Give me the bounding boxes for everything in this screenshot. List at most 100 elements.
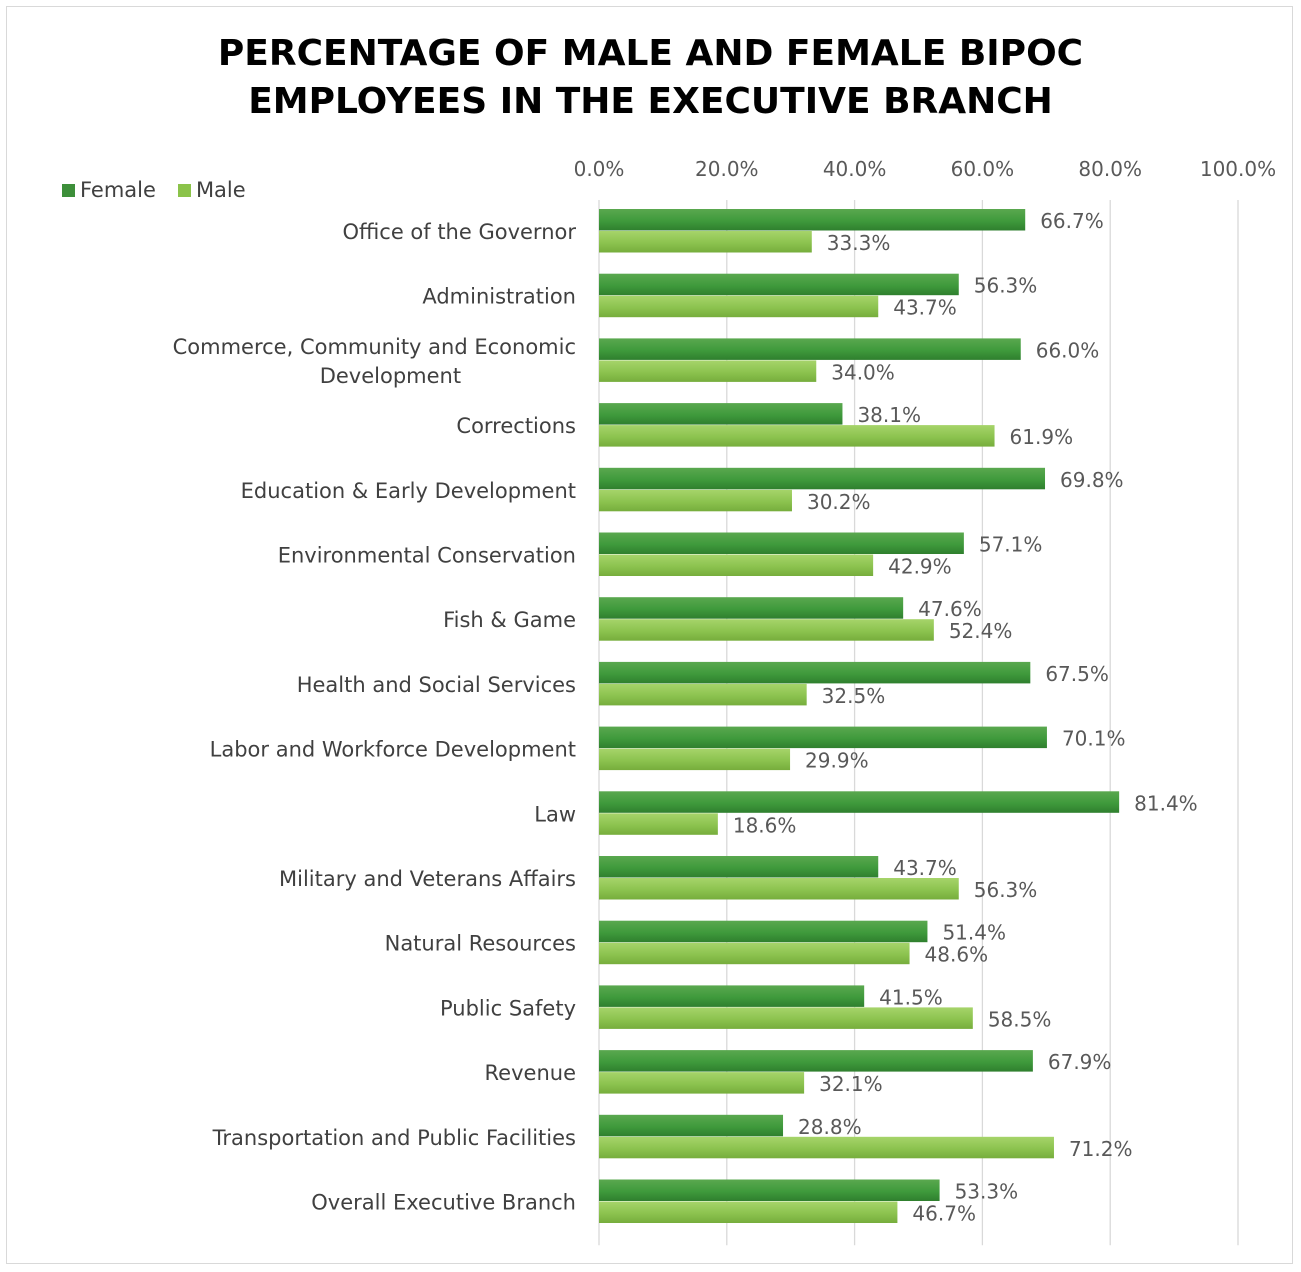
bar-male xyxy=(599,554,874,576)
category-label: Labor and Workforce Development xyxy=(210,738,576,762)
category-label: Office of the Governor xyxy=(342,220,576,244)
data-label-male: 30.2% xyxy=(807,490,871,514)
chart-title-line-1: PERCENTAGE OF MALE AND FEMALE BIPOC xyxy=(217,33,1084,74)
bar-male xyxy=(599,1136,1054,1159)
category-label: Transportation and Public Facilities xyxy=(212,1126,576,1150)
data-label-male: 29.9% xyxy=(805,749,869,773)
data-label-male: 58.5% xyxy=(988,1007,1052,1031)
bar-male xyxy=(599,619,934,641)
data-label-female: 51.4% xyxy=(942,921,1006,945)
data-label-female: 70.1% xyxy=(1062,727,1126,751)
data-label-male: 61.9% xyxy=(1010,425,1074,449)
bar-female xyxy=(599,403,843,425)
category-label: Natural Resources xyxy=(385,932,576,956)
x-tick-label: 80.0% xyxy=(1078,157,1142,181)
x-axis-ticks: 0.0% 20.0% 40.0% 60.0% 80.0% 100.0% xyxy=(574,157,1277,181)
legend-label-male: Male xyxy=(195,178,246,202)
data-label-female: 67.5% xyxy=(1045,662,1109,686)
x-tick-label: 100.0% xyxy=(1200,157,1276,181)
category-label: Fish & Game xyxy=(443,608,576,632)
bar-female xyxy=(599,467,1046,490)
bar-male xyxy=(599,360,817,382)
data-label-female: 38.1% xyxy=(857,403,921,427)
category-label: Corrections xyxy=(456,414,576,438)
category-label: Environmental Conservation xyxy=(278,544,576,568)
bar-female xyxy=(599,273,959,296)
bars xyxy=(599,209,1120,1223)
bar-female xyxy=(599,1114,784,1137)
legend-swatch-female xyxy=(62,183,75,197)
bar-female xyxy=(599,661,1031,684)
x-tick-label: 40.0% xyxy=(823,157,887,181)
data-label-female: 66.0% xyxy=(1036,338,1100,362)
category-label: Law xyxy=(534,802,576,826)
bar-female xyxy=(599,532,964,554)
bar-male xyxy=(599,813,718,835)
bar-female xyxy=(599,338,1021,360)
category-label: Public Safety xyxy=(440,996,576,1020)
x-tick-label: 0.0% xyxy=(574,157,625,181)
data-label-female: 81.4% xyxy=(1134,791,1198,815)
data-label-female: 43.7% xyxy=(893,856,957,880)
category-label: Commerce, Community and Economic xyxy=(173,335,576,359)
bar-male xyxy=(599,878,959,900)
data-label-male: 46.7% xyxy=(912,1202,976,1226)
data-label-male: 43.7% xyxy=(893,296,957,320)
bar-male xyxy=(599,1007,973,1029)
chart-title: PERCENTAGE OF MALE AND FEMALE BIPOC EMPL… xyxy=(0,30,1301,126)
bar-male xyxy=(599,1072,805,1094)
bar-female xyxy=(599,791,1120,813)
bar-male xyxy=(599,1201,898,1223)
category-label: Military and Veterans Affairs xyxy=(279,867,576,891)
data-labels: 66.7% 33.3% 56.3% 43.7% 66.0% 34.0% 38.1% 61.9%… xyxy=(733,209,1198,1226)
data-label-female: 53.3% xyxy=(955,1180,1019,1204)
data-label-female: 56.3% xyxy=(974,274,1038,298)
data-label-male: 32.5% xyxy=(822,684,886,708)
bar-female xyxy=(599,726,1047,749)
data-label-female: 69.8% xyxy=(1060,468,1124,492)
data-label-female: 47.6% xyxy=(918,597,982,621)
category-label: Education & Early Development xyxy=(241,479,576,503)
bar-male xyxy=(599,748,791,771)
bar-female xyxy=(599,856,879,878)
bar-female xyxy=(599,985,865,1007)
category-labels: Office of the Governor Administration Comm… xyxy=(173,220,577,1215)
bar-male xyxy=(599,489,792,512)
x-tick-label: 60.0% xyxy=(951,157,1015,181)
bar-male xyxy=(599,295,879,318)
category-label: Administration xyxy=(422,285,576,309)
category-label-continuation: Development xyxy=(320,364,461,388)
bar-female xyxy=(599,209,1026,231)
category-label: Overall Executive Branch xyxy=(311,1191,576,1215)
data-label-female: 57.1% xyxy=(979,533,1043,557)
legend-swatch-male xyxy=(177,183,191,197)
data-label-male: 33.3% xyxy=(827,231,891,255)
bar-female xyxy=(599,920,928,943)
data-label-male: 71.2% xyxy=(1069,1137,1133,1161)
bar-male xyxy=(599,683,807,706)
bar-female xyxy=(599,1050,1033,1072)
data-label-female: 66.7% xyxy=(1040,209,1104,233)
data-label-male: 32.1% xyxy=(819,1072,883,1096)
data-label-female: 67.9% xyxy=(1048,1050,1112,1074)
data-label-male: 18.6% xyxy=(733,813,797,837)
chart-legend: Female Male xyxy=(62,178,268,202)
data-label-male: 34.0% xyxy=(831,360,895,384)
bar-female xyxy=(599,1179,940,1201)
bar-female xyxy=(599,597,904,619)
category-label: Revenue xyxy=(485,1061,576,1085)
legend-label-female: Female xyxy=(80,178,156,202)
bar-male xyxy=(599,425,995,447)
category-label: Health and Social Services xyxy=(297,673,576,697)
data-label-male: 48.6% xyxy=(925,943,989,967)
data-label-female: 41.5% xyxy=(879,985,943,1009)
legend-item-male: Male xyxy=(177,178,246,202)
data-label-male: 56.3% xyxy=(974,878,1038,902)
bar-male xyxy=(599,231,812,253)
legend-item-female: Female xyxy=(62,178,156,202)
data-label-male: 42.9% xyxy=(888,555,952,579)
x-tick-label: 20.0% xyxy=(695,157,759,181)
chart-title-line-2: EMPLOYEES IN THE EXECUTIVE BRANCH xyxy=(248,81,1053,122)
data-label-female: 28.8% xyxy=(798,1115,862,1139)
